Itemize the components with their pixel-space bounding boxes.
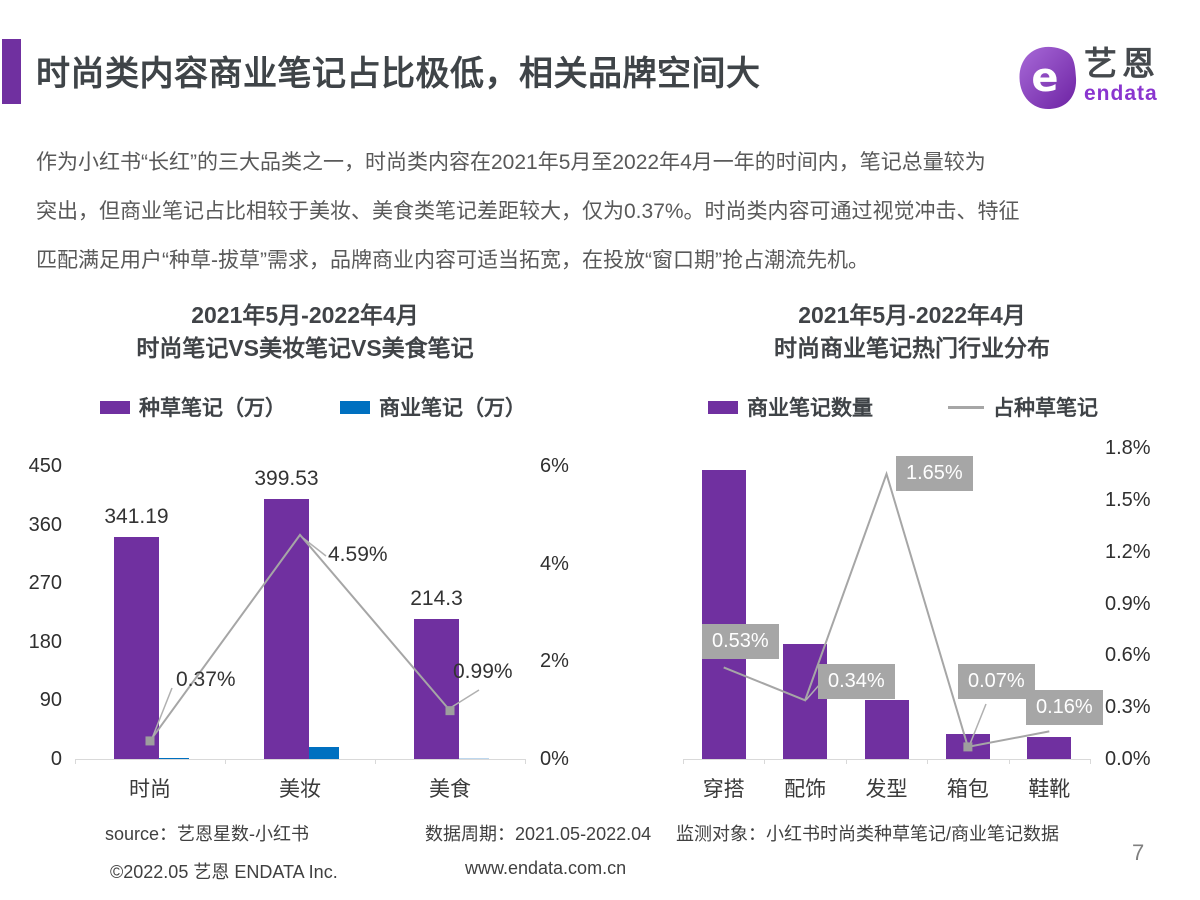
right-axis-tick-label: 1.5% (1105, 488, 1151, 511)
x-axis-tick (764, 759, 766, 764)
legend-label-commercial-notes: 商业笔记（万） (379, 397, 526, 420)
x-axis-tick (927, 759, 929, 764)
right-chart-title-line1: 2021年5月-2022年4月 (798, 302, 1026, 328)
legend-item-share-line: 占种草笔记 (948, 394, 1098, 420)
legend-item-commercial-count: 商业笔记数量 (708, 394, 873, 420)
bar-value-label: 399.53 (254, 467, 319, 490)
right-axis-tick-label: 0.0% (1105, 748, 1151, 770)
x-axis-tick (683, 759, 684, 764)
right-axis-tick-label: 4% (540, 552, 569, 575)
legend-label-seeding-notes: 种草笔记（万） (139, 397, 286, 420)
line-value-label: 0.53% (702, 624, 779, 659)
page-number: 7 (1132, 840, 1145, 865)
bar-secondary (459, 758, 489, 759)
right-axis-tick-label: 2% (540, 650, 569, 673)
bar-primary (945, 734, 990, 759)
footer-copyright: ©2022.05 艺恩 ENDATA Inc. (110, 862, 338, 882)
line-value-label: 0.99% (453, 660, 513, 683)
x-axis-tick (75, 759, 76, 764)
left-axis-tick-label: 90 (39, 689, 62, 712)
intro-line-1: 作为小红书“长红”的三大品类之一，时尚类内容在2021年5月至2022年4月一年… (36, 151, 986, 174)
page-title: 时尚类内容商业笔记占比极低，相关品牌空间大 (36, 55, 761, 93)
legend-swatch-purple-icon (100, 400, 130, 414)
line-value-label: 0.34% (818, 664, 895, 699)
endata-logo-icon: e (1019, 46, 1077, 110)
right-axis-tick-label: 1.8% (1105, 437, 1151, 459)
bar-primary (114, 537, 159, 759)
category-label: 配饰 (784, 778, 827, 801)
footer-period: 数据周期：2021.05-2022.04 (425, 824, 652, 844)
x-axis-tick (1090, 759, 1091, 764)
endata-logo: e 艺恩 endata (1016, 45, 1160, 111)
bar-primary (264, 499, 309, 759)
left-axis-tick-label: 360 (28, 513, 62, 536)
footer-website: www.endata.com.cn (465, 858, 627, 878)
title-accent-bar (2, 39, 21, 104)
bar-primary (414, 619, 459, 759)
line-value-label: 1.65% (896, 456, 973, 491)
category-label: 美食 (429, 778, 471, 801)
logo-cn-text: 艺恩 (1084, 45, 1160, 82)
x-axis-tick (225, 759, 226, 764)
left-chart-title: 2021年5月-2022年4月 时尚笔记VS美妆笔记VS美食笔记 (40, 299, 570, 365)
legend-item-seeding-notes: 种草笔记（万） (100, 394, 286, 420)
bar-primary (701, 470, 746, 759)
legend-swatch-blue-icon (340, 400, 370, 414)
intro-line-2: 突出，但商业笔记占比相较于美妆、美食类笔记差距较大，仅为0.37%。时尚类内容可… (36, 200, 1020, 223)
left-axis-tick-label: 270 (28, 572, 62, 595)
legend-item-commercial-notes: 商业笔记（万） (340, 394, 526, 420)
bar-primary (1027, 737, 1072, 759)
x-axis-tick (1008, 759, 1010, 764)
left-axis-tick-label: 0 (50, 748, 62, 770)
legend-swatch-purple-icon (708, 400, 738, 414)
intro-paragraph: 作为小红书“长红”的三大品类之一，时尚类内容在2021年5月至2022年4月一年… (36, 138, 1186, 285)
left-axis-tick-label: 180 (28, 630, 62, 653)
line-value-label: 0.16% (1026, 690, 1103, 725)
bar-secondary (309, 747, 339, 759)
right-axis-tick-label: 0.3% (1105, 696, 1151, 719)
left-chart-title-line2: 时尚笔记VS美妆笔记VS美食笔记 (136, 335, 474, 361)
category-label: 箱包 (946, 778, 989, 801)
legend-label-share-line: 占种草笔记 (993, 397, 1098, 420)
bar-secondary (159, 758, 189, 759)
right-chart-title-line2: 时尚商业笔记热门行业分布 (774, 335, 1050, 361)
footer-source: source：艺恩星数-小红书 (105, 824, 310, 844)
right-axis-tick-label: 0.9% (1105, 592, 1151, 615)
category-label: 时尚 (129, 778, 171, 801)
bar-primary (783, 644, 828, 759)
right-axis-tick-label: 0% (540, 748, 569, 770)
category-label: 发型 (865, 778, 908, 801)
right-chart-title: 2021年5月-2022年4月 时尚商业笔记热门行业分布 (657, 299, 1167, 365)
footer-monitor: 监测对象：小红书时尚类种草笔记/商业笔记数据 (676, 824, 1059, 844)
x-axis-tick (525, 759, 526, 764)
intro-line-3: 匹配满足用户“种草-拔草”需求，品牌商业内容可适当拓宽，在投放“窗口期”抢占潮流… (36, 249, 869, 272)
x-axis-tick (845, 759, 847, 764)
category-label: 鞋靴 (1028, 778, 1071, 801)
x-axis-line (683, 759, 1090, 760)
line-value-label: 0.07% (958, 664, 1035, 699)
category-label: 美妆 (279, 778, 321, 801)
bar-primary (864, 700, 909, 759)
line-value-label: 0.37% (176, 668, 236, 691)
bar-value-label: 214.3 (410, 587, 463, 610)
legend-line-swatch-icon (948, 405, 984, 409)
right-axis-tick-label: 6% (540, 455, 569, 477)
left-axis-tick-label: 450 (28, 455, 62, 477)
line-value-label: 4.59% (328, 543, 388, 566)
right-axis-tick-label: 0.6% (1105, 644, 1151, 667)
left-chart-title-line1: 2021年5月-2022年4月 (191, 302, 419, 328)
logo-e-glyph: e (1031, 55, 1058, 101)
category-label: 穿搭 (702, 778, 745, 801)
x-axis-tick (375, 759, 376, 764)
right-axis-tick-label: 1.2% (1105, 540, 1151, 563)
logo-en-text: endata (1084, 82, 1158, 105)
bar-value-label: 341.19 (104, 505, 169, 528)
legend-label-commercial-count: 商业笔记数量 (747, 397, 873, 420)
x-axis-line (75, 759, 525, 760)
